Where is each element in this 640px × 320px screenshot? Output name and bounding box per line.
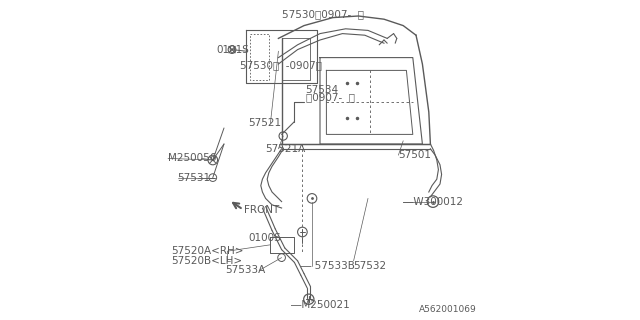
Text: 57501: 57501 [398,150,431,160]
Text: 57520B<LH>: 57520B<LH> [172,256,243,266]
Text: を0907-  ん: を0907- ん [306,92,355,103]
Text: 57532: 57532 [354,260,387,271]
Text: 0101S: 0101S [216,44,249,55]
Text: 57521: 57521 [248,118,281,128]
Text: ― 57533B: ― 57533B [301,260,355,271]
Text: M250056: M250056 [168,153,216,164]
Text: ―W300012: ―W300012 [403,196,463,207]
Text: 57530を  -0907ん: 57530を -0907ん [240,60,322,71]
Text: 57533A: 57533A [226,265,266,276]
Text: 57520A<RH>: 57520A<RH> [172,246,244,256]
Text: 57531: 57531 [178,172,211,183]
Text: ―M250021: ―M250021 [291,300,350,310]
Text: A562001069: A562001069 [419,305,477,314]
Text: 57534: 57534 [306,84,339,95]
Text: 57521A: 57521A [266,144,306,154]
Text: 0100S: 0100S [249,233,282,244]
Text: 57530を0907-  ん: 57530を0907- ん [282,9,364,20]
Text: FRONT: FRONT [244,204,279,215]
